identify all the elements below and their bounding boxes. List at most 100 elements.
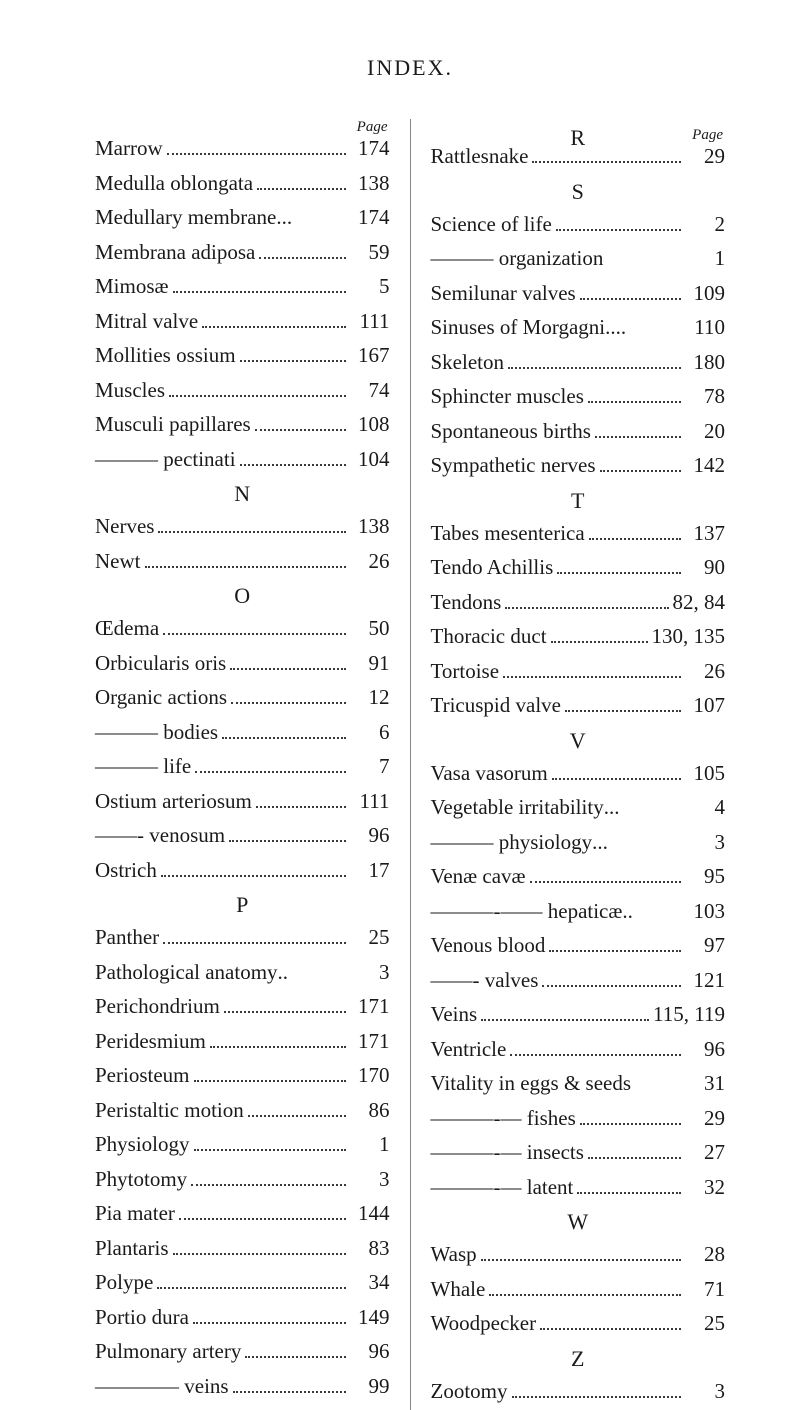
- leader-dots: [556, 210, 681, 231]
- entry-page: 83: [350, 1233, 390, 1265]
- entry-page: 86: [350, 1095, 390, 1127]
- section-letter: O: [95, 583, 390, 609]
- index-entry: Œdema 50: [95, 613, 390, 645]
- leader-dots: [179, 1199, 346, 1220]
- index-entry: ——- venosum 96: [95, 820, 390, 852]
- leader-dots: [577, 1173, 681, 1194]
- leader-dots: [257, 169, 345, 190]
- entry-text: Tendons: [431, 587, 502, 619]
- leader-dots: [552, 759, 681, 780]
- entry-separator: ...: [276, 202, 292, 234]
- entry-page: 121: [685, 965, 725, 997]
- entry-text: Tendo Achillis: [431, 552, 554, 584]
- entry-text: Mollities ossium: [95, 340, 236, 372]
- entry-page: 26: [685, 656, 725, 688]
- index-entry: Tortoise 26: [431, 656, 726, 688]
- entry-text: ———-— fishes: [431, 1103, 576, 1135]
- entry-page: 96: [350, 820, 390, 852]
- leader-dots: [240, 341, 346, 362]
- entry-text: Tortoise: [431, 656, 500, 688]
- entry-page: 144: [350, 1198, 390, 1230]
- index-entry: Muscles74: [95, 375, 390, 407]
- entry-separator: ...: [604, 792, 620, 824]
- index-entry: Thoracic duct130, 135: [431, 621, 726, 653]
- index-entry: Perichondrium171: [95, 991, 390, 1023]
- index-entry: Newt 26: [95, 546, 390, 578]
- entry-text: Science of life: [431, 209, 552, 241]
- leader-dots: [230, 649, 345, 670]
- index-entry: Ostrich17: [95, 855, 390, 887]
- entry-text: Newt: [95, 546, 141, 578]
- index-entry: Orbicularis oris91: [95, 648, 390, 680]
- entry-text: Venous blood: [431, 930, 546, 962]
- entry-text: ——- venosum: [95, 820, 225, 852]
- section-letter: S: [431, 179, 726, 205]
- leader-dots: [233, 1372, 346, 1393]
- entry-page: 31: [685, 1068, 725, 1100]
- entry-separator: ..: [622, 896, 633, 928]
- left-column: Page Marrow174Medulla oblongata138Medull…: [95, 119, 390, 1410]
- leader-dots: [222, 718, 345, 739]
- entry-text: ———— veins: [95, 1371, 229, 1403]
- index-entry: Sympathetic nerves142: [431, 450, 726, 482]
- entry-page: 2: [685, 209, 725, 241]
- index-entry: Pulmonary artery96: [95, 1336, 390, 1368]
- index-entry: Vasa vasorum105: [431, 758, 726, 790]
- leader-dots: [248, 1096, 346, 1117]
- entry-text: Pia mater: [95, 1198, 175, 1230]
- leader-dots: [589, 519, 681, 540]
- entry-page: 34: [350, 1267, 390, 1299]
- entry-text: ——— organization: [431, 243, 604, 275]
- index-entry: Veins115, 119: [431, 999, 726, 1031]
- index-entry: Peristaltic motion86: [95, 1095, 390, 1127]
- leader-dots: [195, 752, 345, 773]
- entry-text: Skeleton: [431, 347, 505, 379]
- entry-text: ——— pectinati: [95, 444, 236, 476]
- right-column: RPageRattlesnake29SScience of life2——— o…: [431, 119, 726, 1410]
- index-entry: Vitality in eggs & seeds31: [431, 1068, 726, 1100]
- entry-text: Whale: [431, 1274, 486, 1306]
- entry-page: 107: [685, 690, 725, 722]
- leader-dots: [565, 691, 681, 712]
- entry-text: Ostrich: [95, 855, 157, 887]
- entry-text: Venæ cavæ: [431, 861, 526, 893]
- entry-page: 111: [350, 786, 390, 818]
- index-entry: Spontaneous births20: [431, 416, 726, 448]
- entry-page: 171: [350, 991, 390, 1023]
- entry-page: 28: [685, 1239, 725, 1271]
- section-letter: Z: [431, 1346, 726, 1372]
- index-entry: Musculi papillares108: [95, 409, 390, 441]
- entry-text: Semilunar valves: [431, 278, 576, 310]
- entry-text: ———-— latent: [431, 1172, 574, 1204]
- index-entry: ———-— latent32: [431, 1172, 726, 1204]
- entry-page: 103: [685, 896, 725, 928]
- entry-text: Œdema: [95, 613, 159, 645]
- leader-dots: [167, 134, 346, 155]
- entry-page: 26: [350, 546, 390, 578]
- index-entry: Pia mater 144: [95, 1198, 390, 1230]
- leader-dots: [588, 382, 681, 403]
- entry-text: Zootomy: [431, 1376, 508, 1408]
- index-entry: Semilunar valves109: [431, 278, 726, 310]
- entry-text: Woodpecker: [431, 1308, 537, 1340]
- leader-dots: [542, 966, 681, 987]
- section-letter: T: [431, 488, 726, 514]
- entry-text: Organic actions: [95, 682, 227, 714]
- index-entry: Tendons82, 84: [431, 587, 726, 619]
- entry-text: Mitral valve: [95, 306, 198, 338]
- entry-page: 170: [350, 1060, 390, 1092]
- column-divider: [410, 119, 411, 1410]
- entry-text: Rattlesnake: [431, 141, 529, 173]
- entry-text: Physiology: [95, 1129, 190, 1161]
- leader-dots: [530, 862, 681, 883]
- entry-page: 3: [350, 957, 390, 989]
- entry-page: 180: [685, 347, 725, 379]
- entry-page: 25: [685, 1308, 725, 1340]
- entry-page: 74: [350, 375, 390, 407]
- entry-page: 7: [350, 751, 390, 783]
- entry-page: 3: [685, 1376, 725, 1408]
- entry-text: Tabes mesenterica: [431, 518, 585, 550]
- entry-text: Plantaris: [95, 1233, 169, 1265]
- entry-page: 97: [685, 930, 725, 962]
- entry-page: 50: [350, 613, 390, 645]
